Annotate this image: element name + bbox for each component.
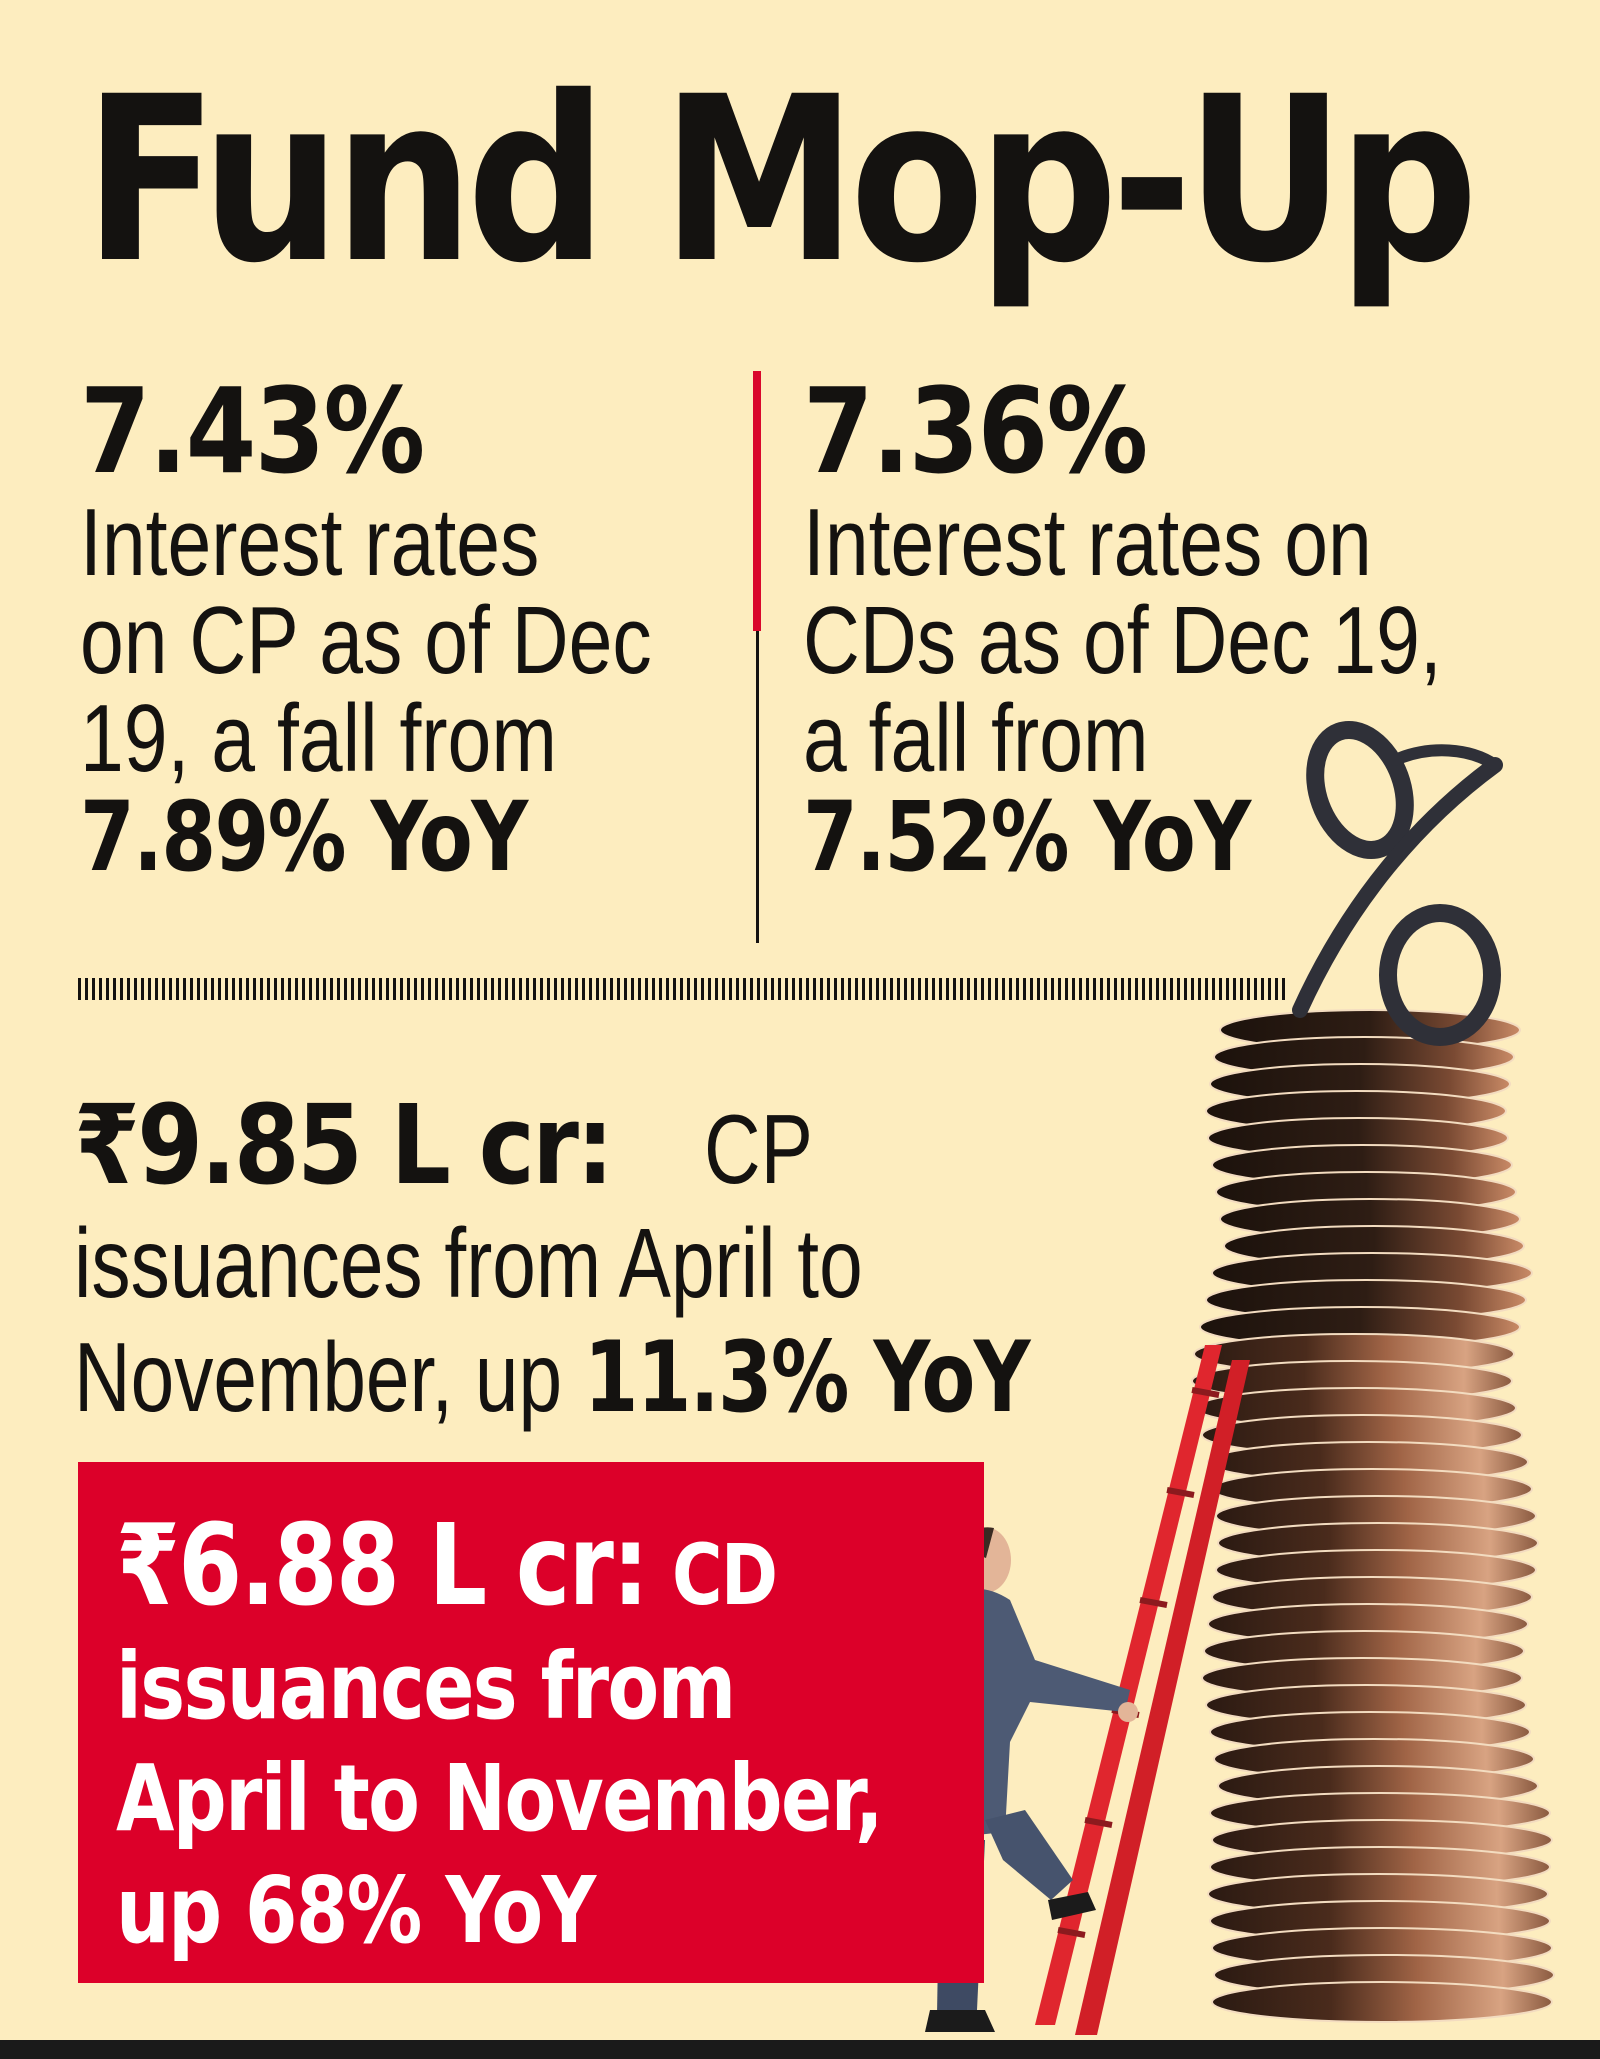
- column-divider: [756, 631, 759, 943]
- bottom-border: [0, 2040, 1600, 2059]
- percent-sign-icon: [1292, 720, 1503, 1046]
- coin-stack: [1191, 1009, 1555, 2023]
- cd-issuance-stat: ₹6.88 L cr: CD issuances from April to N…: [116, 1510, 1018, 1967]
- cd-rate-stat: 7.36% Interest rates on CDs as of Dec 19…: [803, 372, 1523, 887]
- cd-rate-value: 7.36%: [803, 362, 1148, 500]
- page-title: Fund Mop-Up: [84, 47, 1478, 313]
- cp-rate-value: 7.43%: [80, 362, 425, 500]
- cp-rate-stat: 7.43% Interest rates on CP as of Dec 19,…: [80, 372, 720, 887]
- cd-rate-previous: 7.52% YoY: [803, 781, 1251, 893]
- cp-rate-description: Interest rates on CP as of Dec 19, a fal…: [80, 489, 652, 893]
- cp-issuance-label: CP: [703, 1094, 813, 1204]
- column-divider-accent: [753, 371, 761, 631]
- cd-issuance-description: issuances from April to November, up 68%…: [116, 1633, 884, 1964]
- dashed-separator: [78, 978, 1288, 1000]
- cp-issuance-stat: ₹9.85 L cr: CP issuances from April to N…: [74, 1085, 1224, 1435]
- cp-rate-previous: 7.89% YoY: [80, 781, 528, 893]
- cp-issuance-amount: ₹9.85 L cr:: [74, 1081, 614, 1209]
- cd-issuance-highlight-box: [78, 1462, 984, 1983]
- cd-issuance-label: CD: [672, 1526, 778, 1624]
- cp-issuance-description: issuances from April to November, up 11.…: [74, 1208, 1031, 1435]
- cd-issuance-amount: ₹6.88 L cr:: [116, 1501, 649, 1631]
- cd-rate-description: Interest rates on CDs as of Dec 19, a fa…: [803, 489, 1442, 893]
- cp-issuance-change: 11.3% YoY: [583, 1321, 1031, 1435]
